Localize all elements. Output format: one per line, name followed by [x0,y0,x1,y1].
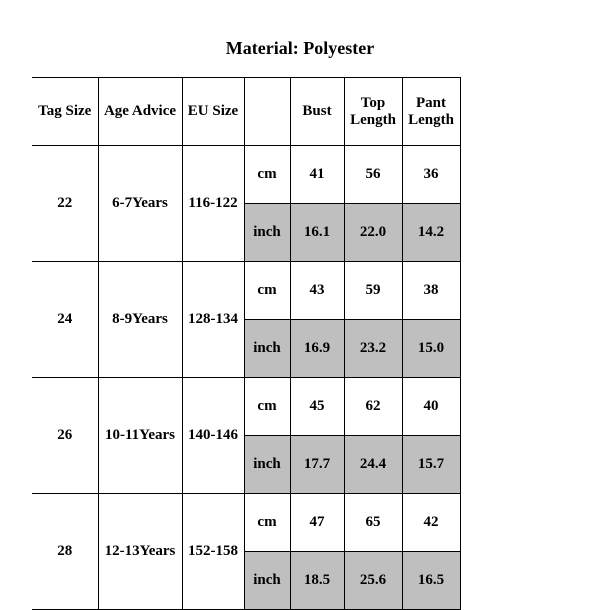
size-table: Tag Size Age Advice EU Size Bust Top Len… [32,77,461,610]
cell-age: 8-9Years [98,262,182,378]
cell-unit-inch: inch [244,320,290,378]
cell-bust-inch: 16.1 [290,204,344,262]
cell-bust-cm: 47 [290,494,344,552]
cell-top-inch: 25.6 [344,552,402,610]
col-header-pant: Pant Length [402,78,460,146]
cell-bust-cm: 45 [290,378,344,436]
cell-pant-inch: 14.2 [402,204,460,262]
cell-tag: 22 [32,146,98,262]
table-header-row: Tag Size Age Advice EU Size Bust Top Len… [32,78,460,146]
cell-tag: 26 [32,378,98,494]
cell-top-inch: 23.2 [344,320,402,378]
col-header-tag: Tag Size [32,78,98,146]
col-header-top: Top Length [344,78,402,146]
cell-top-cm: 59 [344,262,402,320]
cell-pant-cm: 42 [402,494,460,552]
cell-age: 10-11Years [98,378,182,494]
cell-eu: 140-146 [182,378,244,494]
cell-unit-inch: inch [244,204,290,262]
cell-age: 6-7Years [98,146,182,262]
table-row: 28 12-13Years 152-158 cm 47 65 42 [32,494,460,552]
cell-top-inch: 24.4 [344,436,402,494]
cell-eu: 128-134 [182,262,244,378]
cell-age: 12-13Years [98,494,182,610]
size-table-container: Tag Size Age Advice EU Size Bust Top Len… [32,77,600,610]
cell-bust-inch: 17.7 [290,436,344,494]
cell-pant-cm: 36 [402,146,460,204]
cell-tag: 24 [32,262,98,378]
cell-unit-cm: cm [244,494,290,552]
table-body: 22 6-7Years 116-122 cm 41 56 36 inch 16.… [32,146,460,610]
cell-pant-inch: 16.5 [402,552,460,610]
cell-top-cm: 62 [344,378,402,436]
table-row: 22 6-7Years 116-122 cm 41 56 36 [32,146,460,204]
cell-unit-cm: cm [244,262,290,320]
cell-pant-cm: 40 [402,378,460,436]
cell-unit-inch: inch [244,552,290,610]
cell-bust-inch: 16.9 [290,320,344,378]
cell-unit-inch: inch [244,436,290,494]
cell-bust-cm: 41 [290,146,344,204]
col-header-unit [244,78,290,146]
cell-unit-cm: cm [244,146,290,204]
cell-top-inch: 22.0 [344,204,402,262]
page-title: Material: Polyester [0,0,600,77]
cell-eu: 152-158 [182,494,244,610]
cell-eu: 116-122 [182,146,244,262]
cell-tag: 28 [32,494,98,610]
cell-top-cm: 65 [344,494,402,552]
cell-pant-cm: 38 [402,262,460,320]
cell-bust-inch: 18.5 [290,552,344,610]
cell-pant-inch: 15.0 [402,320,460,378]
cell-top-cm: 56 [344,146,402,204]
cell-bust-cm: 43 [290,262,344,320]
col-header-eu: EU Size [182,78,244,146]
cell-pant-inch: 15.7 [402,436,460,494]
col-header-bust: Bust [290,78,344,146]
col-header-age: Age Advice [98,78,182,146]
cell-unit-cm: cm [244,378,290,436]
table-row: 24 8-9Years 128-134 cm 43 59 38 [32,262,460,320]
table-row: 26 10-11Years 140-146 cm 45 62 40 [32,378,460,436]
